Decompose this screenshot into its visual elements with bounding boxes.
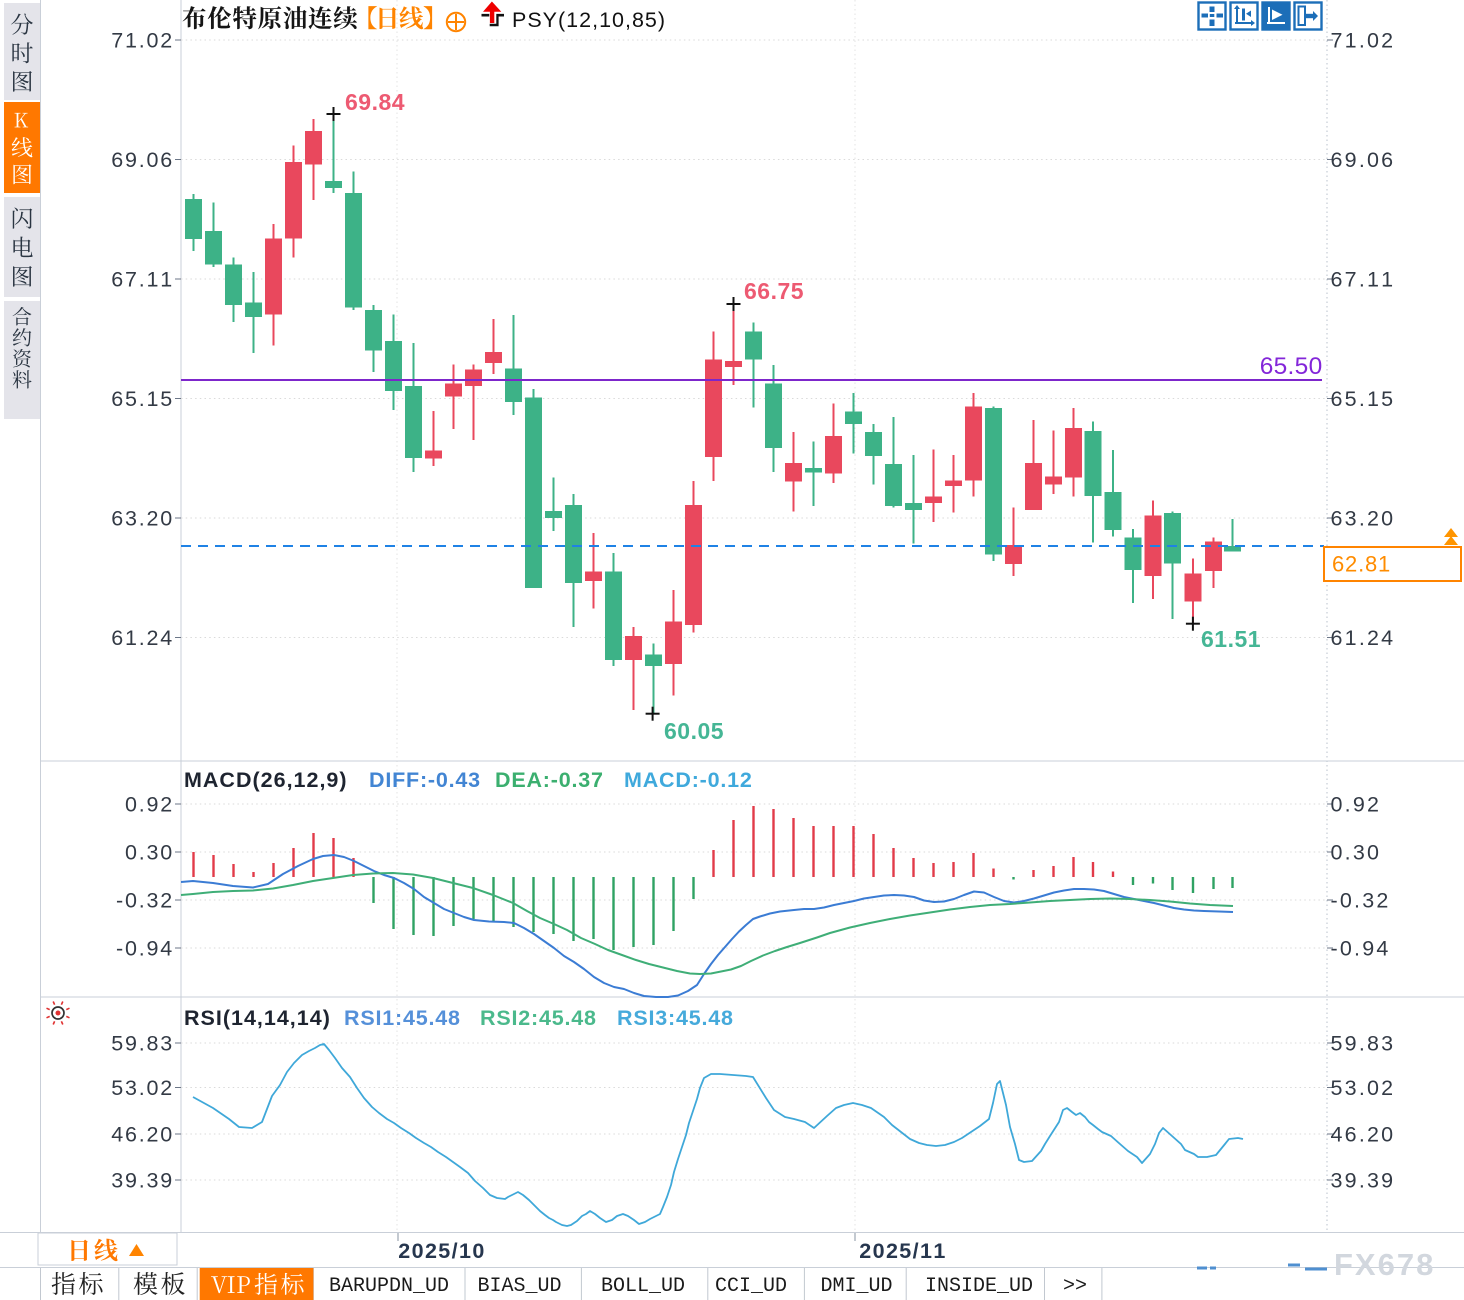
- svg-text:PSY(12,10,85): PSY(12,10,85): [512, 8, 666, 32]
- svg-text:RSI2:45.48: RSI2:45.48: [480, 1006, 597, 1030]
- svg-text:-0.94: -0.94: [116, 937, 174, 961]
- svg-text:69.06: 69.06: [111, 148, 174, 172]
- svg-text:>>: >>: [1063, 1275, 1087, 1298]
- svg-text:71.02: 71.02: [1331, 29, 1396, 53]
- svg-text:71.02: 71.02: [111, 29, 174, 53]
- svg-text:RSI(14,14,14): RSI(14,14,14): [184, 1006, 331, 1030]
- svg-text:0.30: 0.30: [125, 841, 174, 865]
- svg-text:67.11: 67.11: [1331, 268, 1396, 292]
- svg-text:59.83: 59.83: [111, 1032, 174, 1056]
- svg-text:DEA:-0.37: DEA:-0.37: [495, 768, 604, 792]
- svg-text:46.20: 46.20: [111, 1123, 174, 1147]
- svg-text:60.05: 60.05: [664, 718, 724, 744]
- svg-text:67.11: 67.11: [111, 268, 174, 292]
- svg-text:65.15: 65.15: [111, 387, 174, 411]
- svg-text:-0.32: -0.32: [1331, 889, 1391, 913]
- svg-text:61.24: 61.24: [1331, 626, 1396, 650]
- svg-text:-0.32: -0.32: [116, 889, 174, 913]
- svg-text:62.81: 62.81: [1332, 552, 1391, 577]
- svg-text:61.24: 61.24: [111, 626, 174, 650]
- svg-text:FX678: FX678: [1334, 1247, 1435, 1282]
- svg-text:53.02: 53.02: [1331, 1076, 1396, 1100]
- svg-text:INSIDE_UD: INSIDE_UD: [925, 1275, 1033, 1298]
- svg-text:BARUPDN_UD: BARUPDN_UD: [329, 1275, 449, 1298]
- svg-text:2025/10: 2025/10: [398, 1239, 486, 1263]
- svg-text:69.06: 69.06: [1331, 148, 1396, 172]
- svg-text:2025/11: 2025/11: [859, 1239, 947, 1263]
- svg-text:MACD:-0.12: MACD:-0.12: [624, 768, 753, 792]
- svg-text:63.20: 63.20: [111, 507, 174, 531]
- svg-text:65.50: 65.50: [1260, 353, 1323, 380]
- svg-text:RSI3:45.48: RSI3:45.48: [617, 1006, 734, 1030]
- svg-text:0.30: 0.30: [1331, 841, 1382, 865]
- svg-text:DIFF:-0.43: DIFF:-0.43: [369, 768, 481, 792]
- svg-text:53.02: 53.02: [111, 1076, 174, 1100]
- svg-text:61.51: 61.51: [1201, 626, 1261, 652]
- svg-text:-0.94: -0.94: [1331, 937, 1391, 961]
- svg-text:39.39: 39.39: [111, 1169, 174, 1193]
- svg-text:65.15: 65.15: [1331, 387, 1396, 411]
- svg-text:DMI_UD: DMI_UD: [820, 1275, 892, 1298]
- svg-text:69.84: 69.84: [345, 89, 405, 115]
- svg-text:CCI_UD: CCI_UD: [715, 1275, 787, 1298]
- svg-text:66.75: 66.75: [744, 278, 804, 304]
- svg-text:59.83: 59.83: [1331, 1032, 1396, 1056]
- svg-text:0.92: 0.92: [125, 793, 174, 817]
- svg-text:MACD(26,12,9): MACD(26,12,9): [184, 768, 348, 792]
- svg-text:39.39: 39.39: [1331, 1169, 1396, 1193]
- svg-text:RSI1:45.48: RSI1:45.48: [344, 1006, 461, 1030]
- svg-text:BOLL_UD: BOLL_UD: [601, 1275, 685, 1298]
- svg-text:46.20: 46.20: [1331, 1123, 1396, 1147]
- svg-text:63.20: 63.20: [1331, 507, 1396, 531]
- svg-text:BIAS_UD: BIAS_UD: [477, 1275, 561, 1298]
- svg-text:0.92: 0.92: [1331, 793, 1382, 817]
